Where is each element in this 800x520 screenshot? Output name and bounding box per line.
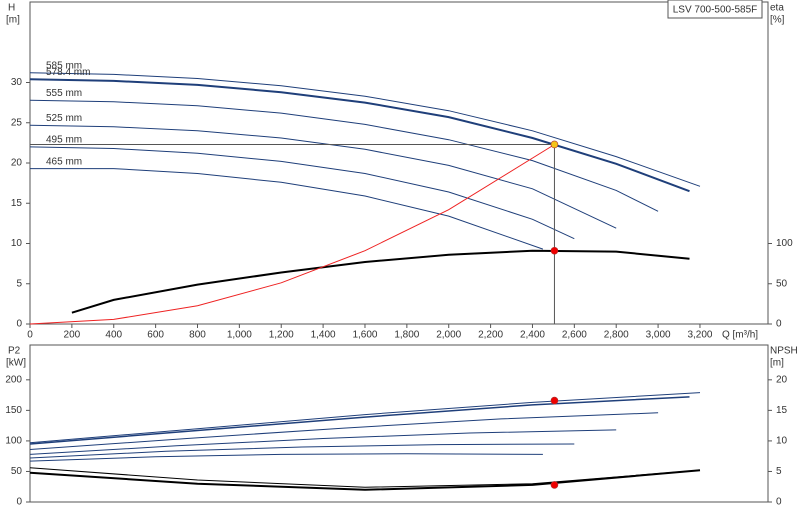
curve [29,469,701,491]
x-tick-label: 400 [105,330,122,341]
x-tick-label: 2,200 [478,330,503,341]
curve-label: 585 mm [46,60,82,71]
x-tick-label: 200 [64,330,81,341]
x-tick-label: 1,000 [227,330,252,341]
y2-axis-unit: [m] [770,358,784,369]
curve-label: 495 mm [46,135,82,146]
x-tick-label: 3,200 [687,330,712,341]
curve [29,72,701,187]
x-tick-label: 1,600 [352,330,377,341]
chart-title: LSV 700-500-585F [673,5,758,16]
y-tick-label: 10 [11,238,23,249]
operating-point [550,246,559,255]
curve-label: 525 mm [46,113,82,124]
x-axis-label: Q [m³/h] [722,330,758,341]
x-tick-label: 1,200 [269,330,294,341]
y-tick-label: 50 [11,466,23,477]
curve [71,249,690,314]
x-tick-label: 800 [189,330,206,341]
y2-tick-label: 10 [776,436,788,447]
y-axis-label: H [8,3,15,14]
y-tick-label: 200 [5,374,22,385]
y2-axis-label: NPSH [770,346,798,357]
y-tick-label: 15 [11,198,23,209]
curve [29,392,701,444]
curve-label: 578.4 mm [46,67,90,78]
y2-tick-label: 15 [776,405,788,416]
x-tick-label: 600 [147,330,164,341]
curve [29,144,555,325]
curve [29,453,543,462]
curve-label: 555 mm [46,88,82,99]
y-tick-label: 25 [11,117,23,128]
y2-tick-label: 100 [776,238,793,249]
y-tick-label: 0 [16,319,22,330]
title-box [667,0,763,19]
curve [29,429,617,455]
x-tick-label: 1,800 [394,330,419,341]
x-tick-label: 0 [27,330,33,341]
operating-point [550,140,559,149]
operating-point [550,481,559,489]
curve [29,78,690,193]
y2-axis-label: eta [770,3,784,14]
curve [29,412,659,450]
operating-point [550,396,559,405]
y-axis-unit: [m] [6,15,20,26]
x-tick-label: 2,400 [520,330,545,341]
y2-axis-unit: [%] [770,15,785,26]
curve [29,396,690,445]
y-tick-label: 5 [16,278,22,289]
x-tick-label: 2,800 [604,330,629,341]
y-tick-label: 150 [5,405,22,416]
plot-frame [29,1,769,325]
x-tick-label: 1,400 [311,330,336,341]
x-tick-label: 3,000 [646,330,671,341]
curve [29,124,617,229]
x-tick-label: 2,000 [436,330,461,341]
curve [29,467,701,488]
curve [29,146,575,240]
y2-tick-label: 20 [776,374,788,385]
y-tick-label: 0 [16,497,22,508]
curve [30,168,544,250]
y2-tick-label: 0 [776,497,782,508]
y2-tick-label: 0 [776,319,782,330]
y2-tick-label: 5 [776,466,782,477]
y2-tick-label: 50 [776,278,788,289]
curve [29,99,659,212]
y-tick-label: 20 [11,158,23,169]
curve [29,443,575,459]
x-tick-label: 2,600 [562,330,587,341]
curve-label: 465 mm [46,156,82,167]
y-axis-unit: [kW] [6,358,26,369]
y-tick-label: 30 [11,77,23,88]
y-axis-label: P2 [8,346,21,357]
y-tick-label: 100 [5,436,22,447]
plot-frame [29,344,769,503]
